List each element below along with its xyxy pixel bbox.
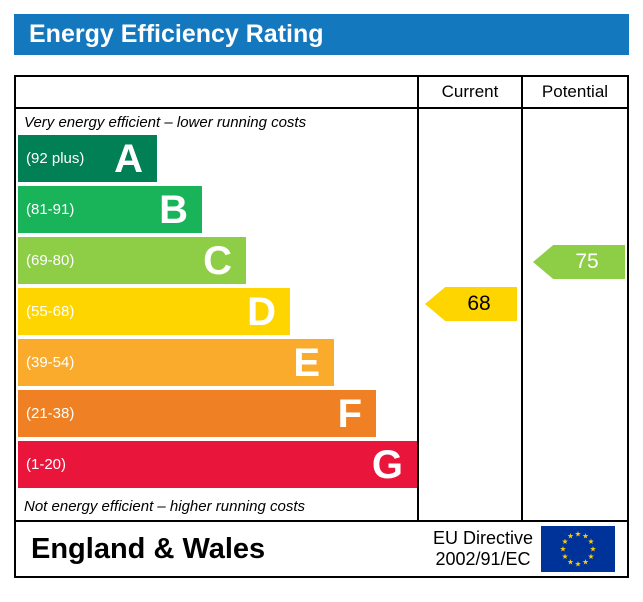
eu-flag-field — [541, 526, 615, 572]
band-a: (92 plus) A — [18, 135, 157, 182]
band-b-letter: B — [159, 187, 188, 232]
column-header-potential: Potential — [521, 77, 627, 107]
eu-flag-stars: ★ ★ ★ ★ ★ ★ ★ ★ ★ ★ ★ ★ — [560, 530, 597, 569]
band-a-range-label: (92 plus) — [26, 150, 85, 167]
band-e-range-label: (39-54) — [26, 354, 75, 371]
footer-region: England & Wales — [31, 532, 266, 565]
potential-rating-value: 75 — [575, 250, 599, 273]
band-d: (55-68) D — [18, 288, 290, 335]
eu-flag: ★ ★ ★ ★ ★ ★ ★ ★ ★ ★ ★ ★ — [541, 526, 615, 572]
bands: (92 plus) A (81-91) B (69-80) C (55-68) … — [16, 135, 417, 488]
column-header-row: Current Potential — [16, 77, 627, 109]
bottom-note: Not energy efficient – higher running co… — [24, 497, 305, 515]
svg-text:★: ★ — [567, 558, 574, 567]
svg-text:★: ★ — [562, 552, 569, 561]
page-title-bar: Energy Efficiency Rating — [14, 14, 629, 55]
eu-directive-line1: EU Directive — [432, 528, 533, 549]
current-column — [417, 109, 521, 520]
current-rating-arrow: 68 — [425, 287, 517, 321]
svg-text:★: ★ — [575, 560, 582, 569]
band-c-range-label: (69-80) — [26, 252, 75, 269]
top-note: Very energy efficient – lower running co… — [24, 113, 307, 131]
footer: England & Wales EU Directive 2002/91/EC … — [14, 520, 629, 578]
band-f: (21-38) F — [18, 390, 376, 437]
epc-chart: Current Potential Very energy efficient … — [14, 75, 629, 522]
svg-text:★: ★ — [582, 558, 589, 567]
band-g-letter: G — [371, 442, 403, 487]
page-title: Energy Efficiency Rating — [29, 20, 324, 48]
chart-header-spacer — [16, 77, 417, 107]
band-e-letter: E — [293, 340, 320, 385]
band-c-letter: C — [203, 238, 232, 283]
current-rating-value: 68 — [467, 292, 491, 315]
bands-column: Very energy efficient – lower running co… — [16, 109, 417, 520]
band-g-range-label: (1-20) — [26, 456, 67, 473]
band-d-letter: D — [247, 289, 276, 334]
band-b-range-label: (81-91) — [26, 201, 75, 218]
svg-text:★: ★ — [588, 552, 595, 561]
svg-text:★: ★ — [588, 537, 595, 546]
band-c: (69-80) C — [18, 237, 246, 284]
svg-text:★: ★ — [567, 532, 574, 541]
eu-directive-line2: 2002/91/EC — [435, 549, 531, 569]
svg-text:★: ★ — [582, 532, 589, 541]
svg-text:★: ★ — [590, 545, 597, 554]
column-header-current: Current — [417, 77, 521, 107]
band-a-letter: A — [114, 136, 143, 181]
eu-directive-text: EU Directive 2002/91/EC — [433, 528, 533, 569]
band-g: (1-20) G — [18, 441, 417, 488]
svg-text:★: ★ — [560, 545, 567, 554]
band-f-range-label: (21-38) — [26, 405, 75, 422]
svg-text:★: ★ — [562, 537, 569, 546]
band-d-range-label: (55-68) — [26, 303, 75, 320]
potential-rating-arrow: 75 — [533, 245, 625, 279]
chart-body: Very energy efficient – lower running co… — [16, 109, 627, 520]
svg-text:★: ★ — [575, 530, 582, 539]
band-b: (81-91) B — [18, 186, 202, 233]
band-e: (39-54) E — [18, 339, 334, 386]
potential-column — [521, 109, 627, 520]
band-f-letter: F — [337, 391, 362, 436]
